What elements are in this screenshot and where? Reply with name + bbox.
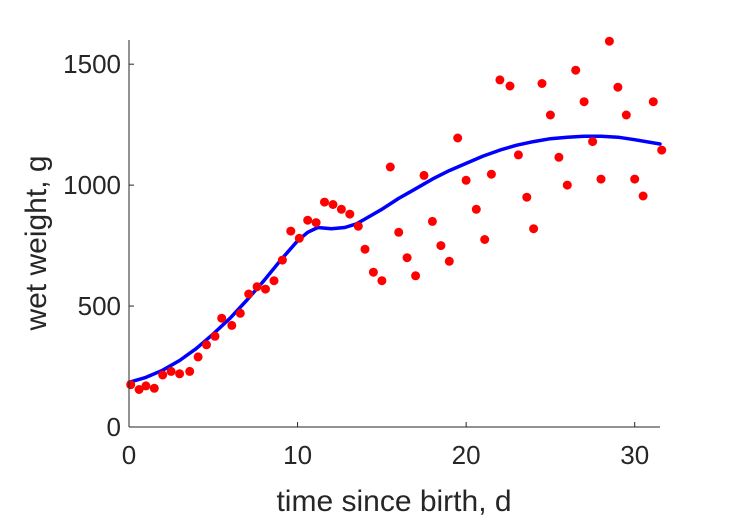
data-point: [353, 221, 363, 231]
y-tick-label: 0: [107, 412, 121, 442]
data-point: [368, 267, 378, 277]
data-point: [630, 174, 640, 184]
data-point: [436, 241, 446, 251]
fit-line: [127, 134, 662, 385]
data-point: [505, 81, 515, 91]
data-point: [311, 218, 321, 228]
data-point: [328, 200, 338, 209]
data-point: [269, 276, 279, 286]
data-layer: [126, 36, 667, 394]
data-point: [202, 340, 211, 350]
data-point: [277, 255, 287, 265]
data-point: [648, 97, 658, 107]
data-point: [461, 175, 471, 185]
data-point: [529, 224, 539, 234]
data-point: [166, 366, 176, 376]
data-point: [545, 110, 555, 120]
data-point: [522, 192, 532, 202]
data-point: [217, 313, 227, 323]
data-point: [141, 381, 151, 391]
x-tick-label: 30: [620, 440, 649, 470]
data-point: [486, 169, 496, 179]
data-point: [210, 331, 220, 341]
data-point: [336, 204, 346, 214]
data-point: [453, 133, 463, 143]
data-point: [244, 289, 254, 299]
data-point: [149, 383, 159, 393]
data-point: [480, 235, 490, 244]
data-point: [158, 370, 168, 380]
data-point: [193, 352, 203, 362]
data-point: [261, 284, 270, 294]
data-point: [537, 79, 547, 88]
data-point: [495, 75, 505, 85]
data-point: [596, 174, 606, 184]
axes: 0 10 20 30 0 500 1000 1500: [63, 40, 660, 470]
data-point: [444, 256, 454, 266]
data-point: [235, 308, 245, 318]
data-point: [227, 320, 237, 330]
y-tick-label: 500: [78, 291, 121, 321]
data-point: [377, 276, 387, 286]
data-point: [621, 110, 631, 120]
data-point: [588, 137, 598, 147]
data-point: [638, 191, 648, 201]
data-point: [252, 282, 262, 292]
data-point: [554, 152, 564, 162]
data-point: [320, 197, 329, 207]
data-point: [471, 204, 481, 214]
data-point: [402, 253, 412, 263]
data-point: [604, 36, 614, 46]
x-tick-label: 10: [283, 440, 312, 470]
y-axis-label: wet weight, g: [20, 155, 53, 331]
data-point: [185, 366, 195, 376]
data-point: [294, 233, 304, 243]
data-point: [427, 216, 437, 226]
data-point: [579, 97, 589, 107]
x-tick-label: 20: [452, 440, 481, 470]
data-point: [613, 82, 623, 92]
x-axis-label: time since birth, d: [276, 485, 511, 518]
data-point: [385, 162, 395, 172]
data-point: [562, 180, 572, 190]
data-point: [175, 369, 185, 379]
data-point: [134, 385, 144, 394]
data-point: [345, 209, 355, 219]
data-point: [411, 271, 421, 281]
data-point: [286, 226, 296, 236]
y-tick-label: 1500: [63, 49, 121, 79]
data-point: [657, 145, 667, 155]
data-point: [360, 244, 370, 254]
data-point: [571, 65, 581, 75]
data-point: [126, 380, 136, 390]
data-point: [394, 227, 404, 237]
data-point: [303, 215, 313, 225]
x-tick-label: 0: [122, 440, 136, 470]
data-point: [513, 150, 523, 160]
data-point: [419, 170, 429, 180]
y-tick-label: 1000: [63, 170, 121, 200]
